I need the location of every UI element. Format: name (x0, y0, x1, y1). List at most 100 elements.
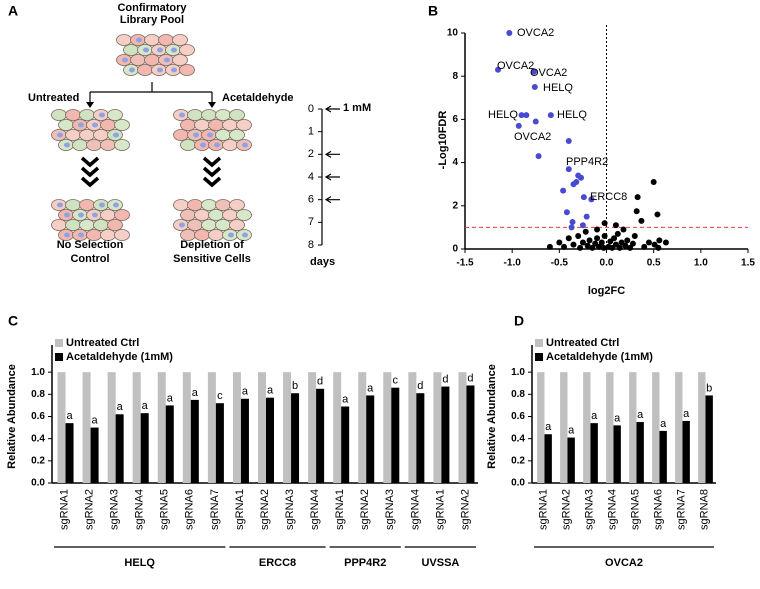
point (506, 30, 513, 36)
point (565, 235, 572, 242)
y-tick-label: 0 (452, 244, 458, 255)
point (580, 194, 587, 201)
x-tick-label: sgRNA1 (537, 489, 549, 530)
bar (567, 437, 575, 483)
bar (57, 372, 66, 483)
cell (229, 129, 245, 141)
bar (629, 372, 637, 483)
significance-letter: b (292, 380, 298, 392)
arm-label: Untreated (28, 92, 79, 104)
cell (215, 129, 231, 141)
cell (180, 139, 196, 151)
significance-letter: d (467, 372, 473, 384)
cell (208, 209, 224, 221)
nucleus (200, 142, 206, 148)
cell (173, 199, 189, 211)
cell (51, 219, 67, 231)
cell (229, 109, 245, 121)
cell (144, 54, 160, 66)
cell (222, 119, 238, 131)
point (616, 244, 623, 251)
point (535, 153, 542, 160)
nucleus (64, 212, 70, 218)
point (611, 235, 618, 242)
cell (65, 129, 81, 141)
day-label: 7 (308, 216, 314, 228)
group-label: ERCC8 (259, 557, 296, 569)
significance-letter: a (660, 418, 667, 430)
cell (58, 119, 74, 131)
bar (433, 372, 442, 483)
nucleus (57, 202, 63, 208)
chevron (80, 176, 100, 188)
cell-cluster (173, 199, 252, 241)
point (560, 187, 567, 194)
day-label: 2 (308, 148, 314, 160)
significance-letter: a (192, 387, 199, 399)
x-tick-label: sgRNA2 (83, 489, 95, 530)
annotation: PPP4R2 (566, 156, 608, 168)
nucleus (242, 142, 248, 148)
point (556, 239, 563, 246)
point (515, 122, 522, 129)
point (495, 66, 502, 73)
group-label: UVSSA (421, 557, 459, 569)
bar (333, 372, 342, 483)
cell (114, 139, 130, 151)
point (594, 226, 601, 233)
cell (107, 219, 123, 231)
point (570, 241, 577, 248)
cell (51, 109, 67, 121)
result-label: Depletion of (180, 239, 244, 251)
cell (201, 109, 217, 121)
x-tick-label: sgRNA7 (675, 489, 687, 530)
point (575, 233, 582, 240)
bar (383, 372, 392, 483)
y-tick-label: 6 (452, 114, 458, 125)
bar (283, 372, 292, 483)
cell (194, 209, 210, 221)
nucleus (214, 142, 220, 148)
cell (229, 199, 245, 211)
point (579, 239, 586, 246)
point (634, 194, 641, 201)
cell (215, 109, 231, 121)
x-tick-label: sgRNA4 (409, 489, 421, 530)
point (586, 237, 593, 244)
bar (291, 393, 300, 483)
nucleus (92, 212, 98, 218)
x-tick-label: sgRNA2 (459, 489, 471, 530)
bar (366, 395, 375, 483)
cell (172, 34, 188, 46)
point (565, 138, 572, 144)
x-tick-label: sgRNA3 (384, 489, 396, 530)
cell (93, 129, 109, 141)
significance-letter: a (545, 421, 552, 433)
nucleus (143, 47, 149, 53)
cell-cluster (173, 109, 252, 151)
significance-letter: a (117, 401, 124, 413)
point (570, 181, 577, 188)
dose-arrow (324, 105, 340, 113)
cell (65, 109, 81, 121)
x-tick-label: sgRNA3 (109, 489, 121, 530)
panel-label: D (514, 313, 524, 329)
point (563, 209, 570, 216)
x-tick-label: -1.0 (504, 258, 522, 269)
y-tick-label: 1.0 (31, 367, 45, 378)
cell (180, 119, 196, 131)
legend-label: Untreated Ctrl (66, 337, 139, 349)
annotation: OVCA2 (530, 67, 567, 79)
bar (391, 387, 400, 483)
cell (116, 34, 132, 46)
y-tick-label: 0.4 (31, 433, 45, 444)
day-label: 6 (308, 194, 314, 206)
point (598, 239, 605, 246)
bar (408, 372, 417, 483)
point (650, 179, 657, 186)
bar (659, 430, 667, 483)
annotation: HELQ (488, 109, 518, 121)
y-tick-label: 0.6 (511, 411, 525, 422)
significance-letter: a (367, 382, 374, 394)
point (569, 219, 576, 225)
